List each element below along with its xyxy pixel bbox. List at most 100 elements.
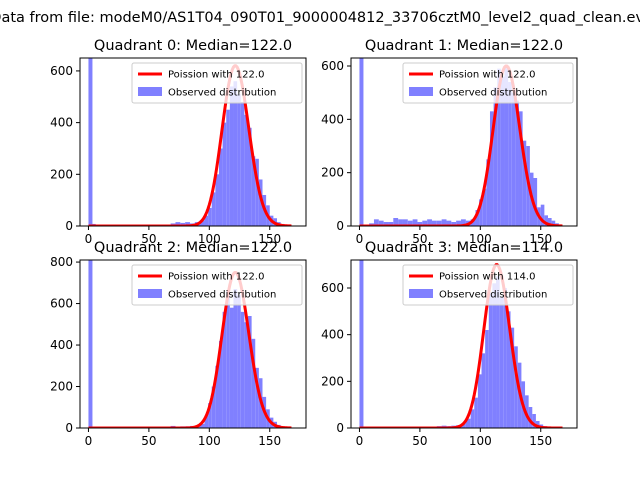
histogram-bar (460, 423, 466, 428)
histogram-bar (489, 111, 494, 226)
x-tick-label: 50 (412, 434, 427, 448)
legend: Poission with 114.0 Observed distribution (402, 264, 574, 306)
poisson-curve (359, 263, 563, 428)
y-tick-label: 0 (65, 219, 73, 233)
legend-box (402, 264, 574, 306)
histogram-bar (226, 291, 230, 428)
histogram-bar (535, 421, 540, 428)
histogram-bar (240, 101, 245, 226)
histogram-bar (251, 338, 256, 428)
histogram-bar (532, 414, 536, 428)
panel-title: Quadrant 0: Median=122.0 (94, 38, 292, 54)
histogram-bar (258, 179, 263, 226)
figure-suptitle: Data from file: modeM0/AS1T04_090T01_900… (0, 10, 640, 26)
histogram-bar (199, 423, 205, 428)
legend-entry-observed: Observed distribution (168, 290, 276, 301)
legend-entry-poisson: Poission with 122.0 (168, 272, 264, 283)
histogram-bar (407, 220, 413, 226)
histogram-bar (456, 220, 461, 226)
legend-entry-poisson: Poission with 122.0 (439, 70, 535, 81)
histogram-bar (412, 219, 418, 226)
y-tick-label: 600 (50, 297, 73, 311)
histogram-bar (211, 386, 216, 428)
histogram-bar (204, 415, 209, 428)
histogram-bar (185, 222, 190, 226)
legend-box (402, 62, 574, 104)
histogram-bar (496, 276, 500, 428)
histogram-bar (417, 222, 423, 226)
histogram-bar (551, 220, 556, 226)
axes-frame (350, 259, 578, 429)
y-tick-label: 600 (50, 64, 73, 78)
histogram-bar (378, 220, 384, 226)
y-tick-label: 0 (65, 421, 73, 435)
histogram-bar (493, 87, 498, 226)
histogram-bar (436, 220, 442, 226)
histogram-bar (474, 397, 478, 428)
x-tick-label: 150 (529, 434, 552, 448)
y-tick-label: 400 (321, 328, 344, 342)
histogram-bar (237, 94, 241, 226)
histogram-bar (226, 109, 230, 226)
panel-title: Quadrant 1: Median=122.0 (365, 38, 563, 54)
x-tick-label: 50 (141, 232, 156, 246)
y-tick-label: 400 (50, 338, 73, 352)
chart-panel-2: Quadrant 2: Median=122.0 0 50 100 150 0 200 400… (50, 240, 307, 448)
histogram-bar (482, 188, 487, 226)
histogram-bar (465, 418, 471, 428)
histogram-bar (383, 222, 389, 226)
histogram-bar (504, 66, 509, 226)
axes-frame (79, 57, 307, 227)
x-tick-label: 0 (356, 434, 364, 448)
panels: Quadrant 0: Median=122.0 0 50 100 150 0 200 400… (50, 38, 578, 448)
y-tick-label: 200 (321, 374, 344, 388)
histogram-bar (222, 311, 227, 428)
chart-panel-0: Quadrant 0: Median=122.0 0 50 100 150 0 200 400… (50, 38, 307, 246)
histogram-bar (218, 148, 223, 226)
histogram-bar (477, 374, 482, 428)
histogram-bar (255, 158, 259, 226)
x-tick-label: 0 (85, 232, 93, 246)
legend-patch-swatch (409, 87, 433, 96)
histogram-bar (446, 220, 452, 226)
histogram-bar (500, 76, 505, 226)
x-tick-label: 150 (258, 434, 281, 448)
histogram-bar (180, 222, 186, 226)
histogram-bar (518, 111, 523, 226)
histogram-bar (451, 222, 457, 226)
histogram-bar (499, 297, 504, 428)
histogram-bar (514, 346, 518, 428)
histogram-bar (470, 409, 475, 428)
y-tick-label: 200 (50, 167, 73, 181)
histogram-bar (88, 260, 93, 428)
histogram-bar (237, 295, 241, 428)
histogram-bar (422, 220, 428, 226)
histogram-bar (247, 316, 252, 428)
histogram-bar (511, 92, 516, 226)
histogram-bar (486, 159, 490, 226)
legend-entry-observed: Observed distribution (168, 88, 276, 99)
histogram-bar (255, 367, 259, 428)
y-tick-label: 800 (50, 255, 73, 269)
histogram-bar (431, 220, 437, 226)
x-tick-label: 50 (412, 232, 427, 246)
histogram-bar (244, 322, 248, 428)
histogram-bar (492, 283, 497, 428)
y-tick-label: 600 (321, 59, 344, 73)
histogram-bar (88, 58, 93, 226)
histogram-bar (544, 215, 548, 226)
histogram-bar (460, 219, 466, 226)
histogram-bar (522, 140, 527, 226)
histogram-bar (510, 327, 515, 428)
histogram-bar (208, 207, 212, 226)
plot-area (88, 260, 292, 428)
histogram-bar (359, 260, 364, 428)
x-tick-label: 50 (141, 434, 156, 448)
legend: Poission with 122.0 Observed distribution (402, 62, 574, 104)
histogram-bar (488, 292, 493, 428)
legend-entry-poisson: Poission with 114.0 (439, 272, 535, 283)
histogram-bar (547, 218, 552, 226)
legend-patch-swatch (138, 87, 162, 96)
histogram-bar (515, 100, 519, 226)
